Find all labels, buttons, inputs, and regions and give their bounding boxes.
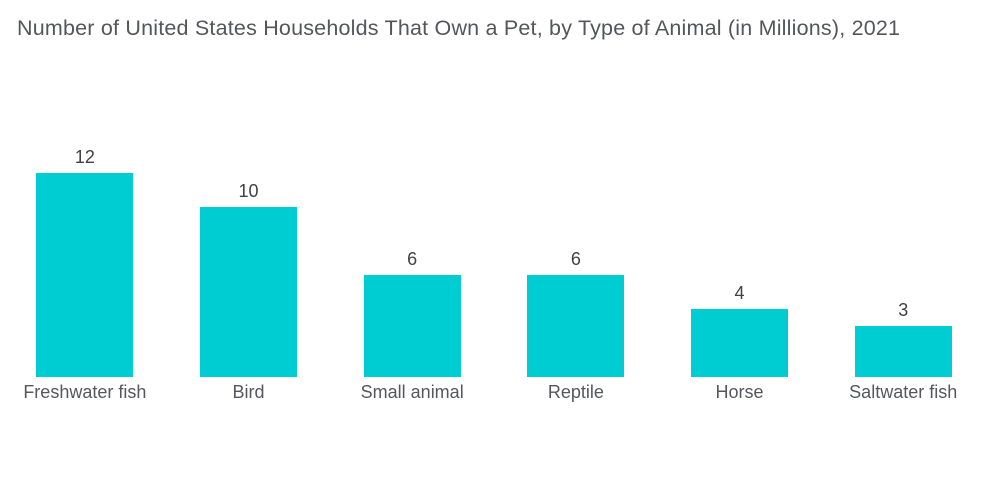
category-label: Reptile (547, 382, 604, 402)
bar-column: 3 Saltwater fish (821, 145, 985, 403)
category-label: Horse (715, 382, 764, 402)
bar (200, 207, 297, 377)
bar (363, 275, 461, 377)
category-label: Bird (232, 382, 265, 402)
bar-column: 10 Bird (167, 145, 331, 403)
bar-column: 6 Small animal (330, 145, 494, 403)
bar-chart: 12 Freshwater fish 10 Bird 6 Small animal 6 Rep… (3, 145, 985, 403)
bar-value-label: 6 (407, 249, 418, 269)
bar-column: 4 Horse (658, 145, 822, 403)
category-label: Small animal (360, 382, 464, 402)
bar (527, 275, 625, 377)
bar (854, 326, 952, 377)
category-label: Freshwater fish (23, 382, 147, 402)
bar-value-label: 6 (570, 249, 581, 269)
bar-value-label: 3 (898, 300, 909, 320)
bar-column: 6 Reptile (494, 145, 658, 403)
bar-value-label: 12 (74, 147, 95, 167)
category-label: Saltwater fish (849, 382, 958, 402)
bar (691, 309, 789, 377)
chart-title: Number of United States Households That … (17, 16, 901, 40)
bar-column: 12 Freshwater fish (3, 145, 167, 403)
bar-value-label: 10 (238, 181, 259, 201)
bar (36, 173, 134, 377)
bar-value-label: 4 (734, 283, 745, 303)
